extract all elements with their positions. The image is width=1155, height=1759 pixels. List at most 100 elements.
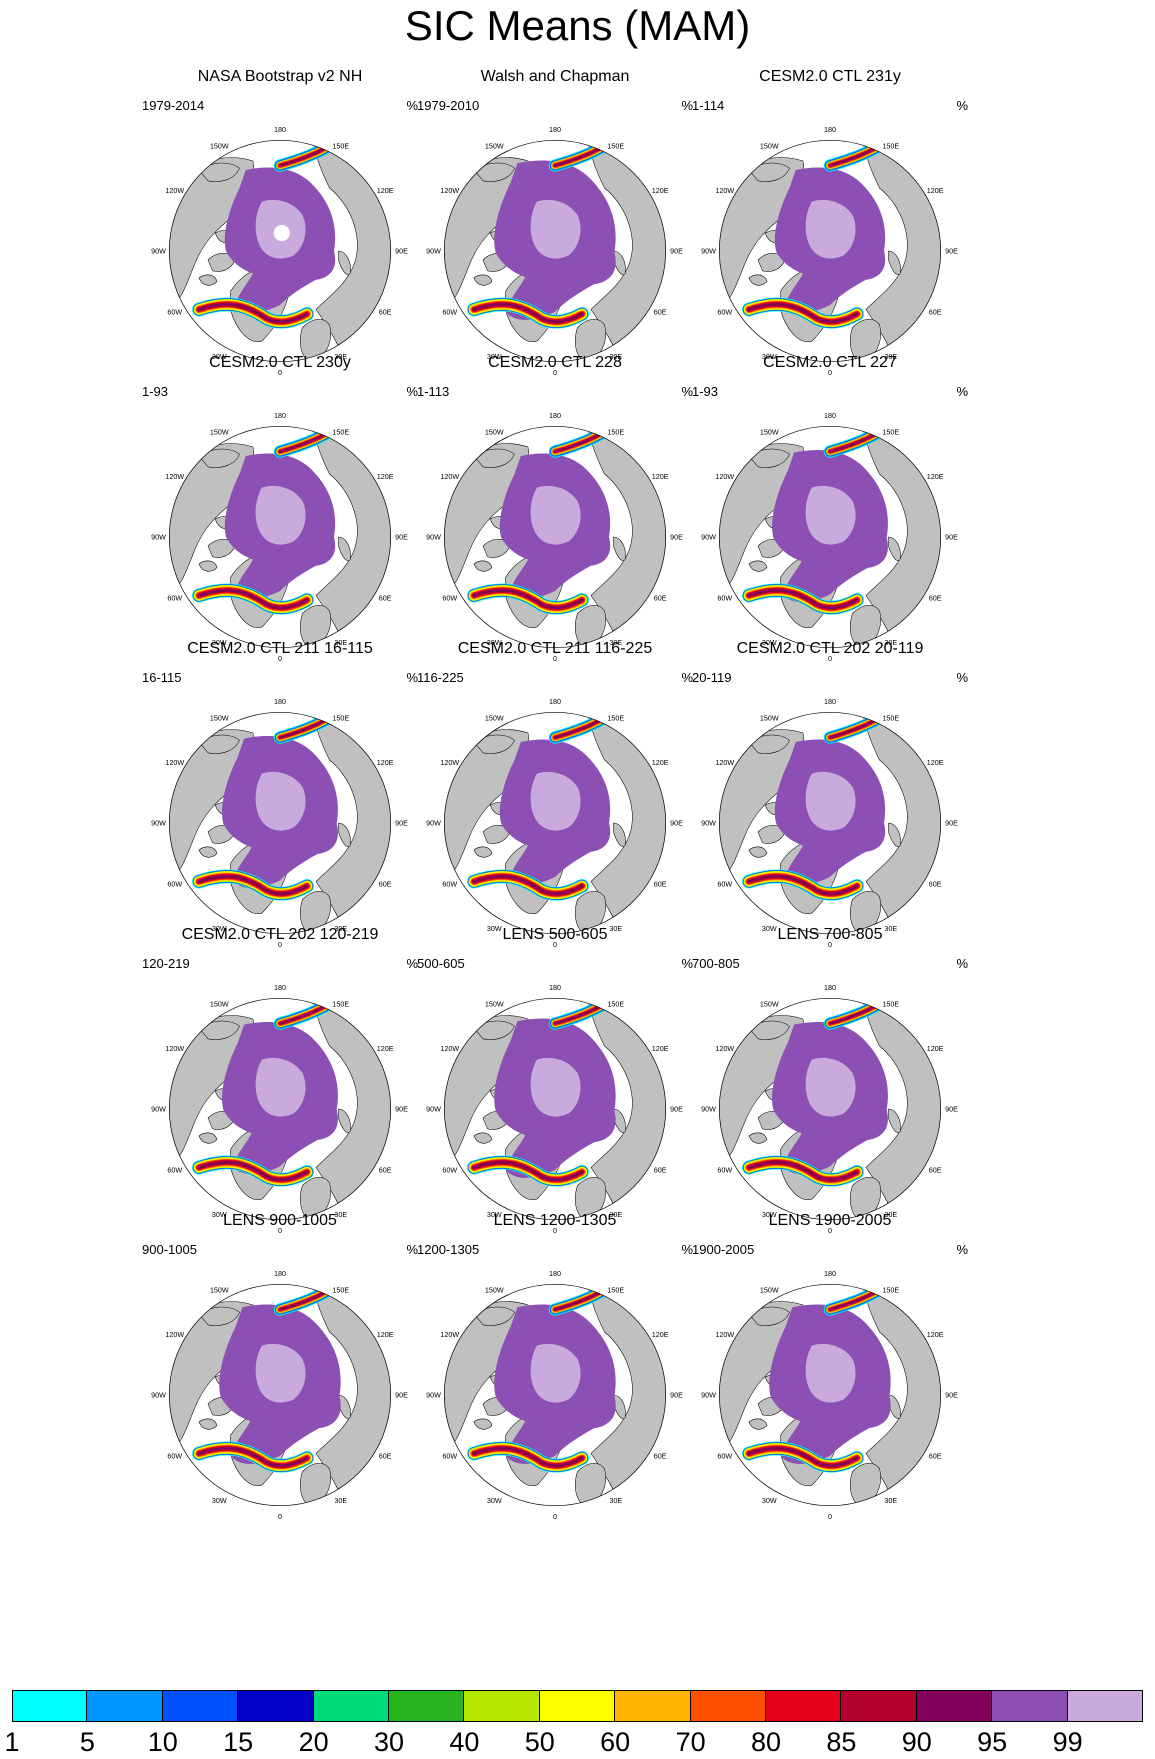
longitude-label: 90E <box>945 1391 958 1400</box>
longitude-label: 60E <box>929 1451 942 1460</box>
longitude-label: 150W <box>485 141 504 150</box>
colorbar-label: 90 <box>901 1727 932 1757</box>
polar-map: 180 150E 120E 90E 60E 30E 0 30W 60W 90W 120W 150W <box>701 411 958 663</box>
longitude-label: 150E <box>332 1285 349 1294</box>
colorbar-box <box>916 1690 993 1722</box>
longitude-label: 0 <box>828 1226 832 1235</box>
panel-unit: % <box>681 98 693 113</box>
map-panel: Walsh and Chapman 1979-2010% 180 150E 120E 90… <box>405 68 705 377</box>
sea-ice-99-plus <box>530 1057 581 1117</box>
longitude-label: 150E <box>882 713 899 722</box>
panel-title: Walsh and Chapman <box>480 68 630 85</box>
map-boundary <box>718 1283 942 1507</box>
longitude-label: 30E <box>884 352 897 361</box>
colorbar-box <box>12 1690 88 1722</box>
longitude-label: 150W <box>760 713 779 722</box>
longitude-label: 60E <box>654 307 667 316</box>
longitude-label: 0 <box>828 1512 832 1521</box>
ice-edge-band <box>197 1161 309 1181</box>
longitude-label: 90E <box>395 1105 408 1114</box>
longitude-label: 30W <box>212 352 227 361</box>
longitude-label: 150E <box>332 713 349 722</box>
longitude-label: 120E <box>377 1044 394 1053</box>
longitude-label: 60E <box>929 593 942 602</box>
longitude-label: 0 <box>828 654 832 663</box>
longitude-label: 150E <box>607 141 624 150</box>
longitude-label: 180 <box>549 1269 561 1278</box>
land-mass <box>575 605 606 648</box>
longitude-label: 150W <box>760 999 779 1008</box>
land-mass <box>198 734 240 754</box>
longitude-label: 180 <box>274 697 286 706</box>
longitude-label: 180 <box>549 411 561 420</box>
map-content <box>719 426 941 648</box>
panel-title: CESM2.0 CTL 202 120-219 <box>181 926 379 943</box>
map-content <box>719 712 941 934</box>
panel-period: 116-225 <box>417 670 464 685</box>
map-content <box>169 1284 391 1506</box>
sea-ice-99-plus <box>255 485 306 545</box>
colorbar-box <box>313 1690 389 1722</box>
land-mass <box>575 1177 606 1220</box>
ice-edge-band <box>747 1161 859 1181</box>
longitude-label: 120E <box>927 1330 944 1339</box>
longitude-label: 180 <box>824 1269 836 1278</box>
longitude-label: 180 <box>549 983 561 992</box>
longitude-label: 90E <box>670 1391 683 1400</box>
longitude-label: 90W <box>151 1105 166 1114</box>
longitude-label: 30W <box>487 924 502 933</box>
polar-map: 180 150E 120E 90E 60E 30E 0 30W 60W 90W 120W 150W <box>701 697 958 949</box>
panel-title: LENS 1900-2005 <box>768 1212 892 1229</box>
land-mass <box>300 319 331 362</box>
longitude-label: 0 <box>553 1512 557 1521</box>
land-mass <box>748 1306 790 1326</box>
ice-edge-band <box>747 1447 859 1467</box>
longitude-label: 0 <box>278 1226 282 1235</box>
colorbar-label: 30 <box>373 1727 405 1757</box>
longitude-label: 90W <box>151 819 166 828</box>
panel-unit: % <box>406 98 418 113</box>
panel-period: 20-119 <box>692 670 732 685</box>
panel-title: CESM2.0 CTL 227 <box>763 354 897 371</box>
longitude-label: 180 <box>549 125 561 134</box>
panel-unit: % <box>681 670 693 685</box>
land-mass <box>198 162 240 182</box>
map-panel: CESM2.0 CTL 230y 1-93% 180 150E 120E 90E 60E 30… <box>130 354 430 663</box>
colorbar-box <box>615 1690 691 1722</box>
polar-map: 180 150E 120E 90E 60E 30E 0 30W 60W 90W 120W 150W <box>426 697 683 949</box>
longitude-label: 60W <box>717 1165 732 1174</box>
panel-title: LENS 500-605 <box>502 926 608 943</box>
longitude-label: 90E <box>945 819 958 828</box>
longitude-label: 150E <box>332 141 349 150</box>
longitude-label: 30E <box>884 1496 897 1505</box>
longitude-label: 150W <box>210 427 229 436</box>
longitude-label: 120W <box>440 758 459 767</box>
longitude-label: 90W <box>701 247 716 256</box>
land-mass <box>850 1177 881 1220</box>
longitude-label: 90E <box>395 1391 408 1400</box>
longitude-label: 120W <box>440 472 459 481</box>
panel-period: 1900-2005 <box>692 1242 755 1257</box>
longitude-label: 60W <box>442 879 457 888</box>
map-boundary <box>718 139 942 363</box>
panel-period: 900-1005 <box>142 1242 197 1257</box>
panel-period: 120-219 <box>142 956 190 971</box>
panel-unit: % <box>956 384 968 399</box>
longitude-label: 60W <box>167 1451 182 1460</box>
land-mass <box>613 822 626 847</box>
longitude-label: 30W <box>212 1496 227 1505</box>
longitude-label: 60E <box>929 879 942 888</box>
land-mass <box>300 891 331 934</box>
longitude-label: 30W <box>212 1210 227 1219</box>
panel-unit: % <box>681 1242 693 1257</box>
longitude-label: 30E <box>609 352 622 361</box>
longitude-label: 30W <box>762 638 777 647</box>
panel-title: LENS 900-1005 <box>223 1212 337 1229</box>
longitude-label: 90W <box>701 819 716 828</box>
map-content <box>169 712 391 934</box>
longitude-label: 60W <box>717 593 732 602</box>
longitude-label: 120E <box>377 1330 394 1339</box>
longitude-label: 150W <box>210 713 229 722</box>
land-mass <box>338 822 351 847</box>
